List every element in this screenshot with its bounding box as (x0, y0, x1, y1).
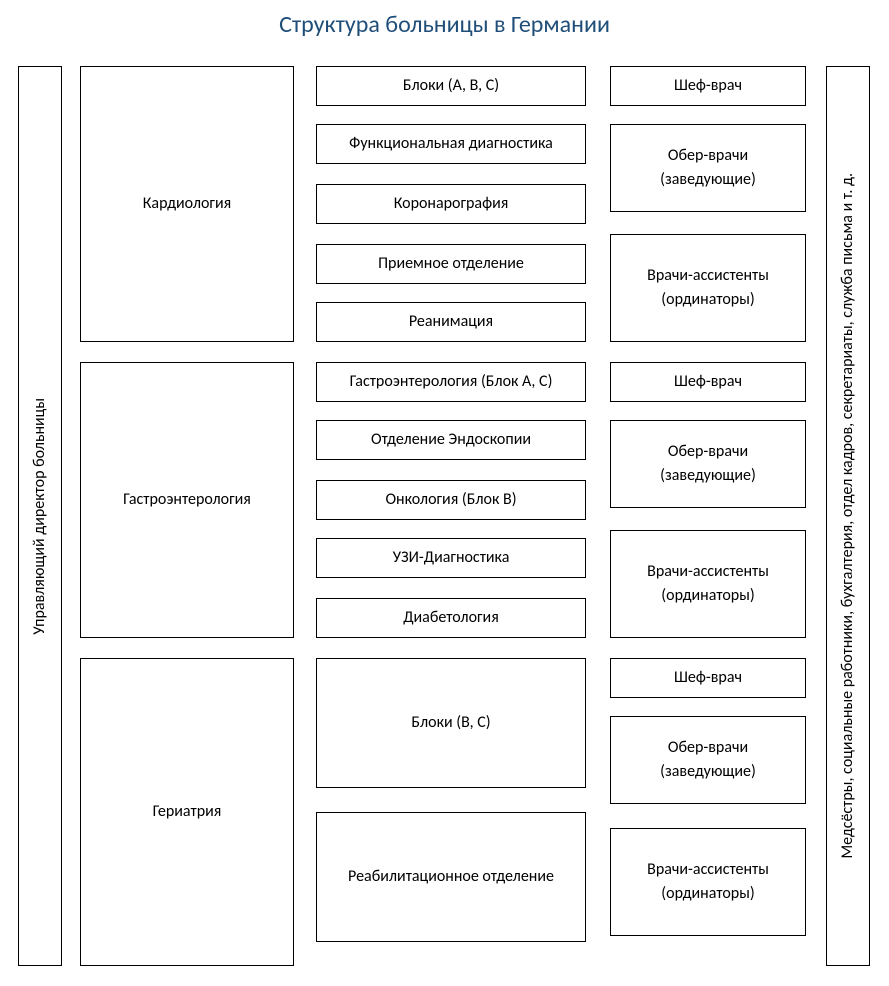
right-rail-label: Медсёстры, социальные работники, бухгалт… (836, 173, 860, 859)
role-box: Врачи-ассистенты(ординаторы) (610, 828, 806, 936)
department-box-label: Гастроэнтерология (123, 488, 251, 512)
role-box-label: Обер-врачи(заведующие) (660, 736, 756, 784)
unit-box: Онкология (Блок B) (316, 480, 586, 520)
role-box-label: Шеф-врач (674, 370, 742, 394)
unit-box: Приемное отделение (316, 244, 586, 284)
unit-box-label: Онкология (Блок B) (385, 488, 516, 512)
role-box: Обер-врачи(заведующие) (610, 420, 806, 508)
role-box: Шеф-врач (610, 66, 806, 106)
unit-box: Отделение Эндоскопии (316, 420, 586, 460)
unit-box-label: Реабилитационное отделение (348, 865, 554, 889)
department-box: Гастроэнтерология (80, 362, 294, 638)
unit-box-label: Блоки (A, B, C) (403, 74, 499, 98)
unit-box: Гастроэнтерология (Блок A, C) (316, 362, 586, 402)
role-box-label: Обер-врачи(заведующие) (660, 144, 756, 192)
unit-box-label: Диабетология (403, 606, 499, 630)
unit-box-label: Реанимация (409, 310, 493, 334)
department-box-label: Кардиология (143, 192, 231, 216)
role-box-label: Шеф-врач (674, 74, 742, 98)
page-title: Структура больницы в Германии (0, 10, 889, 39)
unit-box-label: Блоки (B, C) (411, 711, 490, 735)
unit-box-label: УЗИ-Диагностика (393, 546, 510, 570)
role-box: Шеф-врач (610, 658, 806, 698)
role-box-label: Шеф-врач (674, 666, 742, 690)
department-box: Кардиология (80, 66, 294, 342)
unit-box-label: Функциональная диагностика (349, 132, 553, 156)
unit-box: Блоки (A, B, C) (316, 66, 586, 106)
department-box-label: Гериатрия (153, 800, 222, 824)
role-box: Шеф-врач (610, 362, 806, 402)
unit-box-label: Приемное отделение (378, 252, 524, 276)
unit-box-label: Отделение Эндоскопии (371, 428, 531, 452)
unit-box: Функциональная диагностика (316, 124, 586, 164)
role-box-label: Врачи-ассистенты(ординаторы) (647, 858, 769, 906)
role-box: Врачи-ассистенты(ординаторы) (610, 234, 806, 342)
unit-box: УЗИ-Диагностика (316, 538, 586, 578)
role-box-label: Обер-врачи(заведующие) (660, 440, 756, 488)
unit-box: Коронарография (316, 184, 586, 224)
unit-box: Реабилитационное отделение (316, 812, 586, 942)
unit-box: Диабетология (316, 598, 586, 638)
role-box: Обер-врачи(заведующие) (610, 124, 806, 212)
right-rail-box: Медсёстры, социальные работники, бухгалт… (826, 66, 870, 966)
role-box: Врачи-ассистенты(ординаторы) (610, 530, 806, 638)
role-box-label: Врачи-ассистенты(ординаторы) (647, 264, 769, 312)
role-box-label: Врачи-ассистенты(ординаторы) (647, 560, 769, 608)
role-box: Обер-врачи(заведующие) (610, 716, 806, 804)
unit-box: Блоки (B, C) (316, 658, 586, 788)
department-box: Гериатрия (80, 658, 294, 966)
unit-box-label: Коронарография (394, 192, 509, 216)
unit-box-label: Гастроэнтерология (Блок A, C) (350, 370, 553, 394)
unit-box: Реанимация (316, 302, 586, 342)
left-rail-label: Управляющий директор больницы (28, 398, 52, 635)
left-rail-box: Управляющий директор больницы (18, 66, 62, 966)
